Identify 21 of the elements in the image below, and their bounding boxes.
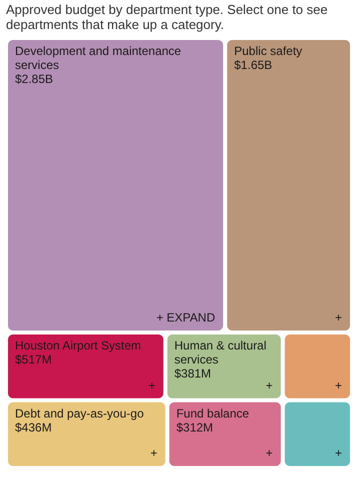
text: + xyxy=(150,446,158,460)
category-label: Development and maintenance services xyxy=(15,44,182,72)
data-label: $312M xyxy=(176,420,214,434)
category-label: Fund balance xyxy=(176,406,250,420)
data-label: $381M xyxy=(174,366,212,381)
data-label: $436M xyxy=(15,420,52,434)
text: + xyxy=(334,378,342,392)
text: + xyxy=(334,310,342,325)
text: + xyxy=(334,446,342,460)
category-label: Debt and pay-as-you-go xyxy=(15,406,144,420)
text: + xyxy=(148,378,156,392)
text: + EXPAND xyxy=(156,310,216,325)
text: Approved budget by department type. Select one to see departments that make up a category. xyxy=(6,2,328,32)
text: + xyxy=(266,378,273,392)
data-label: $2.85B xyxy=(15,72,54,86)
category-label: Houston Airport System xyxy=(15,338,142,353)
data-label: $517M xyxy=(15,352,52,367)
text: + xyxy=(266,446,273,460)
category-label: Human & cultural services xyxy=(174,338,266,367)
category-label: Public safety xyxy=(234,44,302,58)
data-label: $1.65B xyxy=(234,58,272,72)
